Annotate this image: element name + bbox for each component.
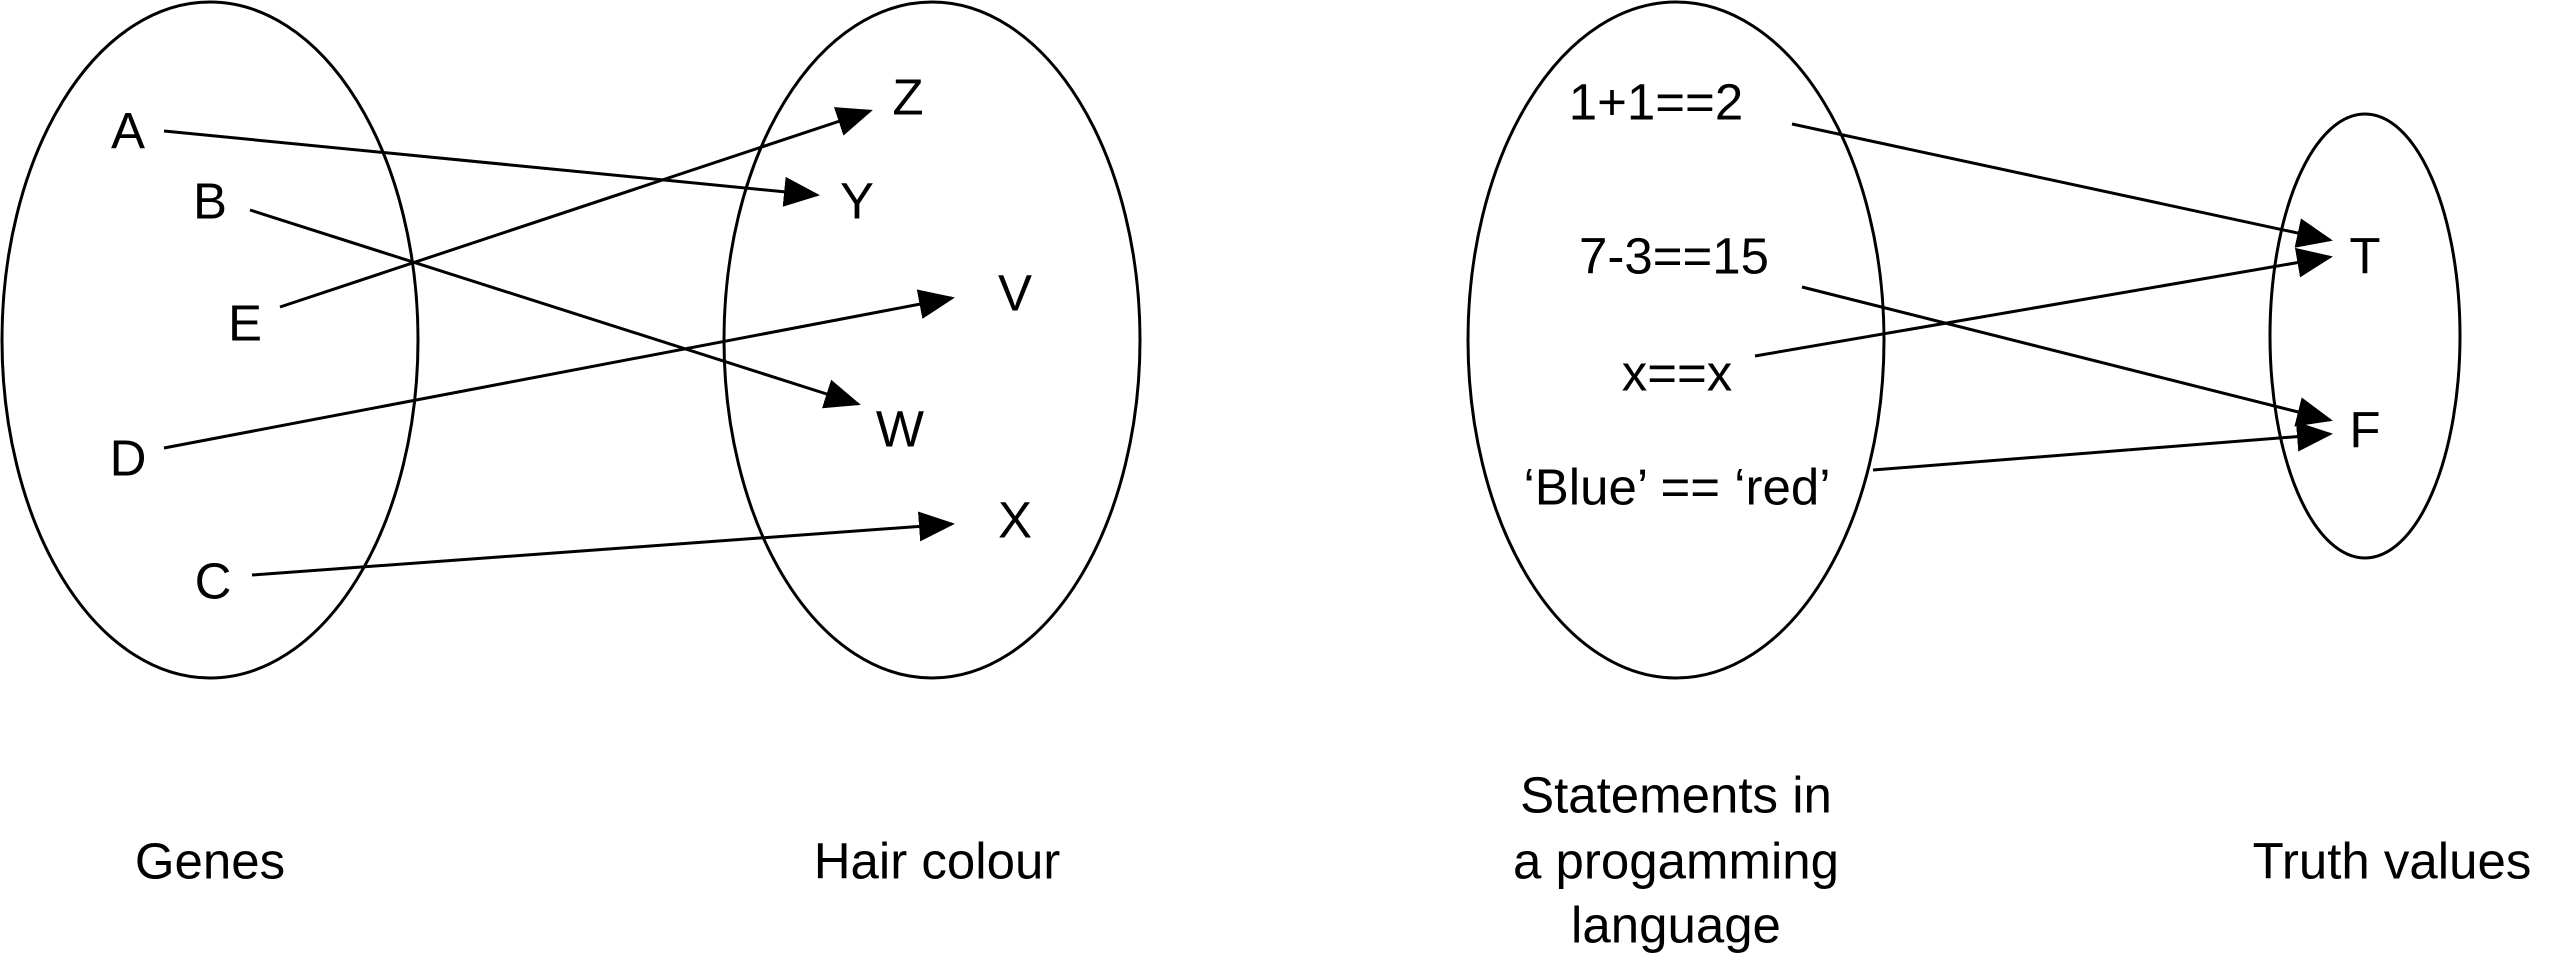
- domain-label: 7-3==15: [1579, 228, 1769, 285]
- codomain-label: T: [2349, 228, 2380, 285]
- domain-caption: Genes: [135, 833, 285, 890]
- statements-set: [1466, 0, 1886, 680]
- domain-caption: language: [1571, 897, 1781, 954]
- domain-label: E: [228, 295, 262, 352]
- arrow-7minus3-to-f: [1801, 285, 2333, 427]
- codomain-caption: Hair colour: [814, 833, 1061, 890]
- domain-label: C: [195, 553, 232, 610]
- codomain-caption: Truth values: [2253, 833, 2532, 890]
- domain-label: D: [110, 430, 147, 487]
- arrow-xeqx-to-t: [1754, 247, 2333, 358]
- domain-caption: a progamming: [1513, 833, 1839, 890]
- truth-values-set: [2268, 112, 2462, 560]
- codomain-label: Y: [840, 173, 874, 230]
- domain-label: ‘Blue’ == ‘red’: [1523, 459, 1830, 516]
- genes-set: [0, 0, 420, 680]
- domain-label: 1+1==2: [1569, 74, 1743, 131]
- arrow-a-to-y: [163, 129, 820, 207]
- arrow-1plus1-to-t: [1791, 122, 2333, 248]
- arrow-blue-red-to-f: [1872, 421, 2333, 472]
- domain-label: A: [111, 103, 145, 160]
- domain-caption: Statements in: [1520, 767, 1832, 824]
- codomain-label: F: [2349, 402, 2380, 459]
- arrow-e-to-z: [279, 107, 873, 309]
- codomain-label: X: [998, 492, 1032, 549]
- hair-colour-set: [722, 0, 1142, 680]
- domain-label: x==x: [1622, 345, 1733, 402]
- codomain-label: W: [876, 401, 924, 458]
- arrow-d-to-v: [163, 289, 955, 450]
- genes-to-hair-colour-diagram: A B E D C Z Y V W X Genes Hair colour: [0, 0, 1142, 890]
- arrow-c-to-x: [251, 511, 955, 577]
- domain-label: B: [193, 173, 227, 230]
- codomain-label: V: [998, 265, 1032, 322]
- arrow-b-to-w: [249, 208, 861, 409]
- codomain-label: Z: [892, 69, 923, 126]
- statements-to-truth-values-diagram: 1+1==2 7-3==15 x==x ‘Blue’ == ‘red’ T F …: [1466, 0, 2532, 954]
